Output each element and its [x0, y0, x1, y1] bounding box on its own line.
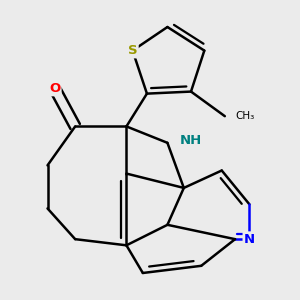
Text: O: O — [49, 82, 60, 95]
Text: S: S — [128, 44, 137, 57]
Text: N: N — [244, 233, 255, 246]
Text: NH: NH — [180, 134, 202, 147]
Text: CH₃: CH₃ — [235, 111, 254, 121]
